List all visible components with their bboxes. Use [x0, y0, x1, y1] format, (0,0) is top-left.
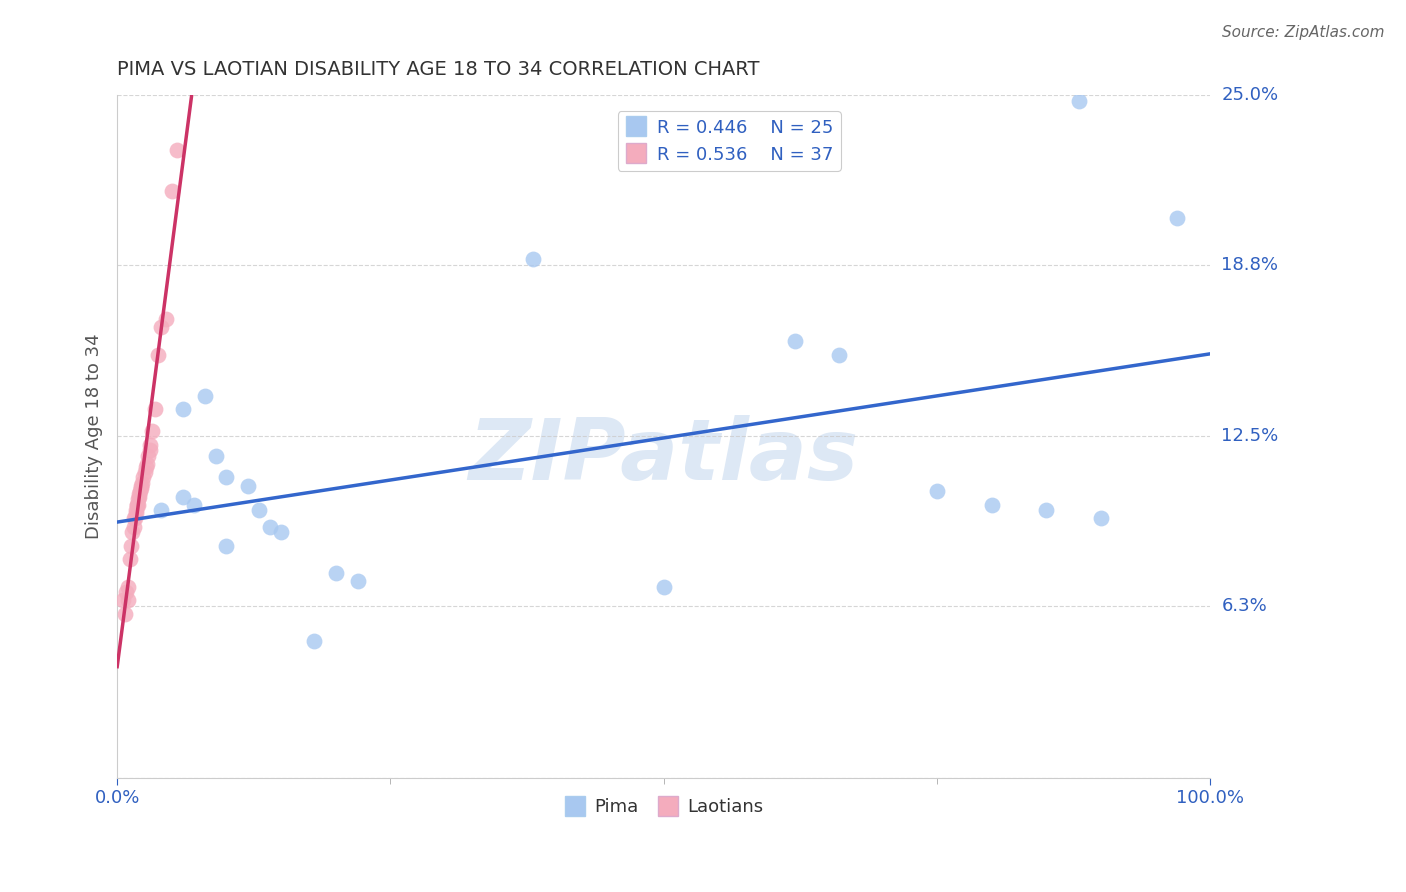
Point	[129, 484, 152, 499]
Point	[114, 607, 136, 621]
Text: 6.3%: 6.3%	[1222, 597, 1267, 615]
Point	[247, 503, 270, 517]
Point	[194, 388, 217, 402]
Point	[127, 498, 149, 512]
Point	[125, 503, 148, 517]
Point	[172, 402, 194, 417]
Point	[259, 519, 281, 533]
Point	[124, 511, 146, 525]
Point	[134, 465, 156, 479]
Text: ZIPatlas: ZIPatlas	[468, 416, 859, 499]
Y-axis label: Disability Age 18 to 34: Disability Age 18 to 34	[86, 334, 103, 540]
Point	[122, 519, 145, 533]
Point	[925, 484, 948, 499]
Point	[183, 498, 205, 512]
Point	[149, 503, 172, 517]
Point	[652, 580, 675, 594]
Point	[128, 490, 150, 504]
Point	[132, 470, 155, 484]
Point	[1035, 503, 1057, 517]
Point	[139, 438, 162, 452]
Legend: Pima, Laotians: Pima, Laotians	[557, 790, 770, 823]
Point	[128, 487, 150, 501]
Point	[827, 348, 849, 362]
Point	[135, 459, 157, 474]
Text: 12.5%: 12.5%	[1222, 427, 1278, 445]
Point	[166, 143, 188, 157]
Text: Source: ZipAtlas.com: Source: ZipAtlas.com	[1222, 25, 1385, 40]
Point	[215, 539, 238, 553]
Point	[160, 184, 183, 198]
Point	[120, 539, 142, 553]
Point	[238, 478, 260, 492]
Point	[1067, 94, 1090, 108]
Point	[129, 478, 152, 492]
Point	[125, 498, 148, 512]
Point	[111, 593, 134, 607]
Point	[204, 449, 226, 463]
Point	[980, 498, 1002, 512]
Point	[346, 574, 368, 588]
Point	[125, 506, 148, 520]
Point	[136, 449, 159, 463]
Point	[139, 443, 162, 458]
Point	[149, 320, 172, 334]
Point	[145, 402, 167, 417]
Point	[131, 475, 153, 490]
Text: PIMA VS LAOTIAN DISABILITY AGE 18 TO 34 CORRELATION CHART: PIMA VS LAOTIAN DISABILITY AGE 18 TO 34 …	[117, 60, 759, 78]
Point	[1166, 211, 1188, 226]
Point	[270, 524, 292, 539]
Point	[146, 348, 169, 362]
Point	[172, 490, 194, 504]
Point	[522, 252, 544, 267]
Point	[115, 585, 138, 599]
Text: 18.8%: 18.8%	[1222, 256, 1278, 274]
Point	[215, 470, 238, 484]
Point	[155, 312, 177, 326]
Point	[120, 552, 142, 566]
Point	[135, 457, 157, 471]
Point	[121, 524, 143, 539]
Point	[122, 511, 145, 525]
Text: 25.0%: 25.0%	[1222, 87, 1278, 104]
Point	[1090, 511, 1112, 525]
Point	[302, 634, 325, 648]
Point	[125, 498, 148, 512]
Point	[141, 424, 163, 438]
Point	[127, 492, 149, 507]
Point	[129, 481, 152, 495]
Point	[117, 593, 139, 607]
Point	[117, 580, 139, 594]
Point	[783, 334, 806, 348]
Point	[325, 566, 347, 580]
